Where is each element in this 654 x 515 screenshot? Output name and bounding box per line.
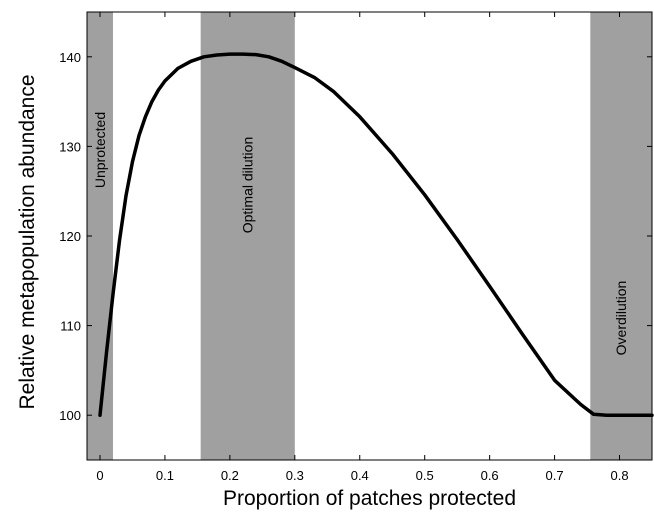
x-tick-label: 0.7 [546,468,564,483]
y-tick-label: 130 [59,139,81,154]
x-tick-label: 0 [96,468,103,483]
y-tick-label: 110 [60,319,81,334]
y-tick-label: 100 [59,408,81,423]
series-line-1 [98,52,654,417]
x-tick-label: 0.2 [221,468,239,483]
band-labels: Unprotected Optimal dilution Overdilution [92,112,629,355]
x-tick-label: 0.5 [416,468,434,483]
x-axis-label: Proportion of patches protected [223,487,516,510]
x-tick-label: 0.8 [610,468,628,483]
series-line-layer [98,52,654,417]
band-label-3: Overdilution [613,281,629,356]
band-2 [200,12,295,460]
band-3 [590,12,652,460]
x-tick-label: 0.1 [156,468,174,483]
y-tick-label: 120 [59,229,81,244]
band-label-2: Optimal dilution [240,137,256,234]
x-tick-label: 0.4 [351,468,369,483]
x-tick-label: 0.6 [481,468,499,483]
y-axis-ticks: 100 110 120 130 140 [59,50,652,423]
shaded-bands [87,12,652,460]
x-axis-ticks: 0 0.1 0.2 0.3 0.4 0.5 0.6 0.7 0.8 [96,12,629,483]
y-tick-label: 140 [59,50,81,65]
band-label-1: Unprotected [92,112,108,188]
x-tick-label: 0.3 [286,468,304,483]
y-axis-label: Relative metapopulation abundance [16,74,39,409]
